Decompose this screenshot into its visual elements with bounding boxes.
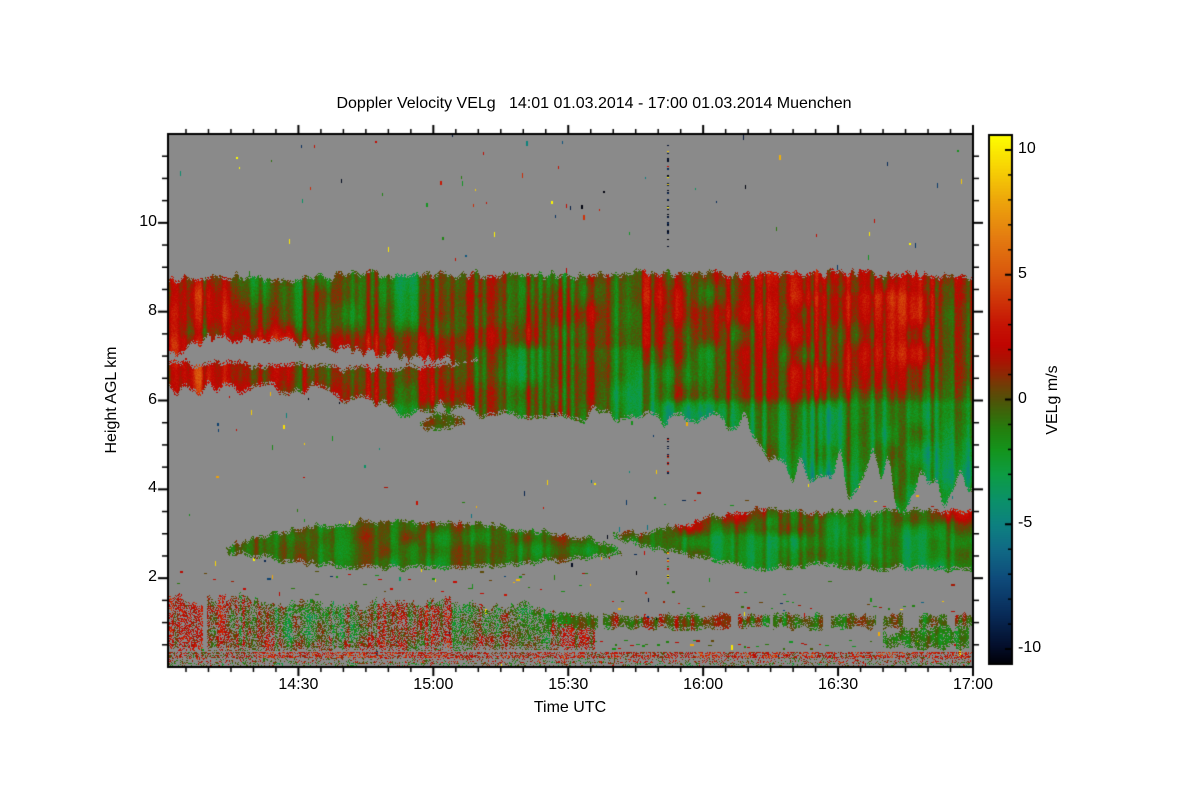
x-tick-label: 16:30 — [818, 676, 859, 693]
x-axis-label: Time UTC — [533, 699, 607, 716]
chart-title: Doppler Velocity VELg 14:01 01.03.2014 -… — [336, 95, 852, 112]
x-tick-label: 14:30 — [278, 676, 319, 693]
y-tick-label: 4 — [148, 479, 157, 497]
y-tick-label: 10 — [139, 212, 157, 230]
y-tick-label: 6 — [148, 390, 157, 408]
y-tick-label: 2 — [148, 568, 157, 586]
colorbar-tick-label: 10 — [1018, 139, 1036, 157]
x-tick-label: 15:30 — [548, 676, 589, 693]
y-tick-label: 8 — [148, 301, 157, 319]
colorbar-tick-label: 5 — [1018, 264, 1027, 282]
x-tick-label: 17:00 — [952, 676, 994, 693]
x-tick-label: 16:00 — [683, 676, 724, 693]
colorbar-tick-label: 0 — [1018, 389, 1027, 407]
colorbar-tick-label: -5 — [1018, 514, 1033, 532]
x-tick-label: 15:00 — [413, 676, 454, 693]
colorbar-tick-label: -10 — [1018, 639, 1042, 657]
